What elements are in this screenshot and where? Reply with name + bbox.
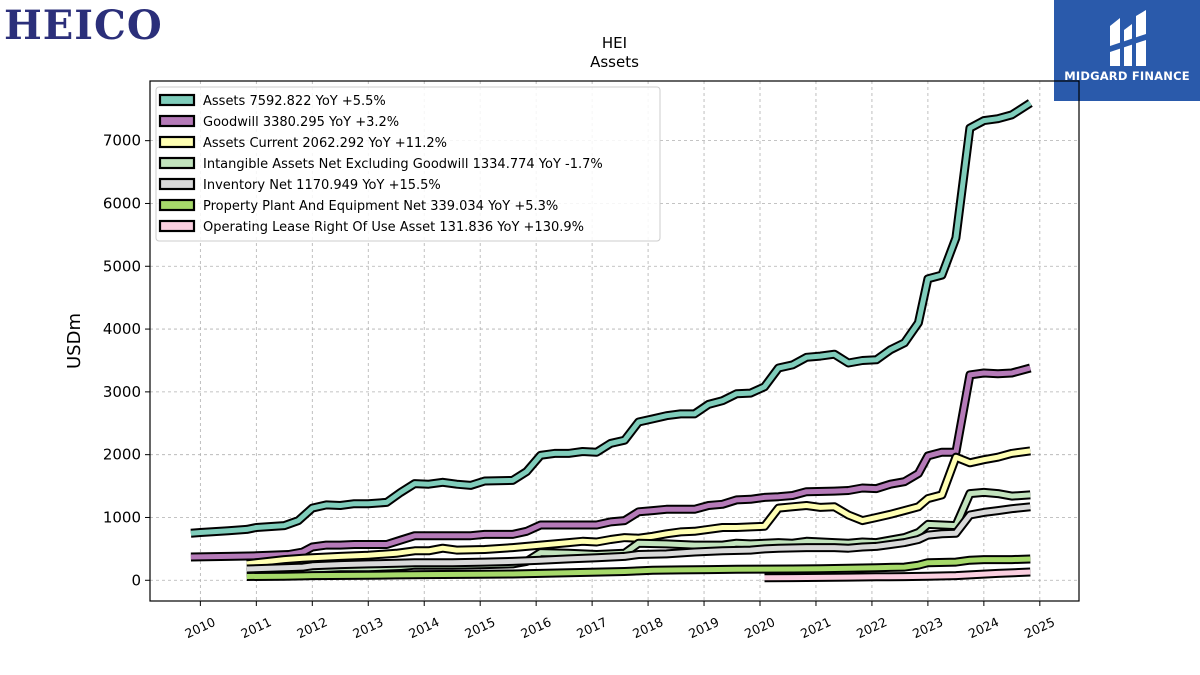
series-assets [190,99,1033,538]
legend-swatch [158,114,196,128]
series-inventory-net [246,502,1031,574]
heico-logo: HEICO [4,2,163,49]
x-tick-label: 2016 [518,614,553,641]
midgard-mark-icon [1110,10,1146,66]
series-outline [190,363,1032,562]
series-operating-lease-right-of-use-asset [764,567,1031,583]
y-tick-label: 1000 [103,508,141,526]
series-line [764,569,1031,581]
x-tick-label: 2021 [798,614,833,641]
series-line [246,504,1031,572]
x-tick-label: 2022 [854,614,889,641]
midgard-finance-logo: MIDGARD FINANCE [1054,0,1200,101]
legend-label: Assets Current 2062.292 YoY +11.2% [203,136,447,151]
series-property-plant-and-equipment-net [246,554,1031,581]
y-tick-label: 4000 [103,320,141,338]
series-line [246,556,1031,579]
x-tick-label: 2025 [1022,614,1057,641]
y-tick-label: 6000 [103,194,141,212]
x-tick-label: 2018 [630,614,665,641]
y-tick-label: 2000 [103,446,141,464]
x-tick-label: 2023 [910,614,945,641]
legend-swatch [158,198,196,212]
y-tick-label: 0 [131,571,141,589]
y-tick-label: 5000 [103,257,141,275]
chart-title: HEI [602,34,627,52]
legend-label: Property Plant And Equipment Net 339.034… [203,199,558,214]
x-tick-label: 2015 [462,614,497,641]
chart-subtitle: Assets [590,53,639,71]
x-tick-label: 2019 [686,614,721,641]
legend-label: Operating Lease Right Of Use Asset 131.8… [203,220,584,235]
legend-swatch [158,156,196,170]
x-tick-label: 2024 [966,614,1001,641]
legend-swatch [158,93,196,107]
legend-label: Goodwill 3380.295 YoY +3.2% [203,115,399,130]
y-axis: 0 1000 2000 3000 4000 5000 6000 7000 [103,132,150,589]
series-goodwill [190,363,1032,562]
legend-swatch [158,135,196,149]
series-line [246,448,1031,567]
x-tick-label: 2017 [574,614,609,641]
x-tick-label: 2012 [294,614,329,641]
legend-swatch [158,177,196,191]
plot-frame [149,80,1080,602]
x-tick-label: 2014 [406,614,441,641]
series-line [190,365,1031,560]
legend-label: Inventory Net 1170.949 YoY +15.5% [203,178,441,193]
x-tick-label: 2020 [742,614,777,641]
midgard-finance-name: MIDGARD FINANCE [1064,69,1190,83]
legend-box [155,86,661,242]
series-assets-current [246,446,1031,569]
y-axis-label: USDm [64,313,85,369]
grid [150,81,1079,601]
x-tick-label: 2011 [238,614,273,641]
x-tick-label: 2013 [350,614,385,641]
y-tick-label: 7000 [103,132,141,150]
legend: Assets 7592.822 YoY +5.5% Goodwill 3380.2… [155,86,661,242]
x-tick-label: 2010 [182,614,217,641]
legend-label: Assets 7592.822 YoY +5.5% [203,94,386,109]
legend-swatch [158,219,196,233]
legend-label: Intangible Assets Net Excluding Goodwill… [203,157,603,172]
series-lines [190,99,1033,583]
y-tick-label: 3000 [103,383,141,401]
x-axis: 2010 2011 2012 2013 2014 2015 2016 2017 2018 2019… [182,601,1057,641]
series-line [190,100,1032,536]
